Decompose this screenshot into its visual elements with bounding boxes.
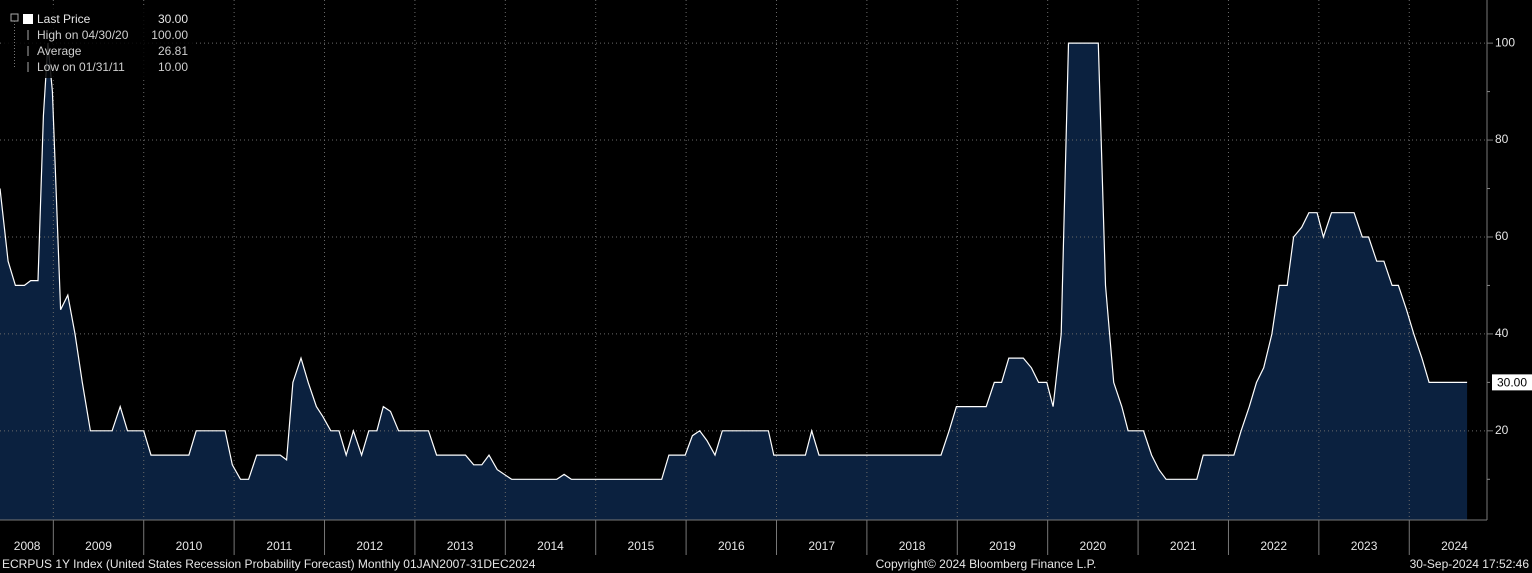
y-tick-label: 60	[1495, 229, 1509, 243]
legend: Last Price 30.00 High on 04/30/20 100.00 Ave…	[4, 8, 194, 78]
x-tick-label: 2010	[176, 539, 203, 553]
y-tick-label: 40	[1495, 326, 1509, 340]
y-tick-label: 80	[1495, 132, 1509, 146]
x-tick-label: 2008	[14, 539, 41, 553]
x-tick-label: 2019	[989, 539, 1016, 553]
y-tick-label: 20	[1495, 423, 1509, 437]
x-tick-label: 2020	[1080, 539, 1107, 553]
legend-label: Average	[37, 44, 82, 58]
legend-value: 30.00	[158, 12, 188, 26]
area	[0, 43, 1468, 520]
legend-value: 100.00	[151, 28, 188, 42]
footer-right: 30-Sep-2024 17:52:46	[1410, 557, 1530, 571]
y-tick-label: 100	[1495, 35, 1515, 49]
footer-center: Copyright© 2024 Bloomberg Finance L.P.	[876, 557, 1097, 571]
legend-label: Low on 01/31/11	[37, 60, 125, 74]
line	[0, 42, 1468, 480]
x-tick-label: 2024	[1441, 539, 1468, 553]
x-tick-label: 2014	[537, 539, 564, 553]
x-tick-label: 2013	[447, 539, 474, 553]
x-tick-label: 2011	[266, 539, 292, 553]
legend-box	[4, 8, 194, 78]
legend-value: 10.00	[158, 60, 188, 74]
x-tick-label: 2016	[718, 539, 745, 553]
legend-label: Last Price	[37, 12, 91, 26]
x-tick-label: 2023	[1351, 539, 1378, 553]
last-value-box	[1492, 374, 1532, 391]
x-tick-label: 2018	[899, 539, 926, 553]
x-tick-label: 2012	[356, 539, 383, 553]
x-tick-label: 2015	[628, 539, 655, 553]
last-value-label: 30.00	[1497, 376, 1527, 390]
x-tick-label: 2021	[1170, 539, 1197, 553]
legend-icon	[23, 14, 33, 24]
x-tick-label: 2009	[85, 539, 112, 553]
x-tick-label: 2017	[808, 539, 835, 553]
legend-label: High on 04/30/20	[37, 28, 129, 42]
legend-value: 26.81	[158, 44, 188, 58]
footer-left: ECRPUS 1Y Index (United States Recession…	[2, 557, 536, 571]
x-tick-label: 2022	[1260, 539, 1287, 553]
